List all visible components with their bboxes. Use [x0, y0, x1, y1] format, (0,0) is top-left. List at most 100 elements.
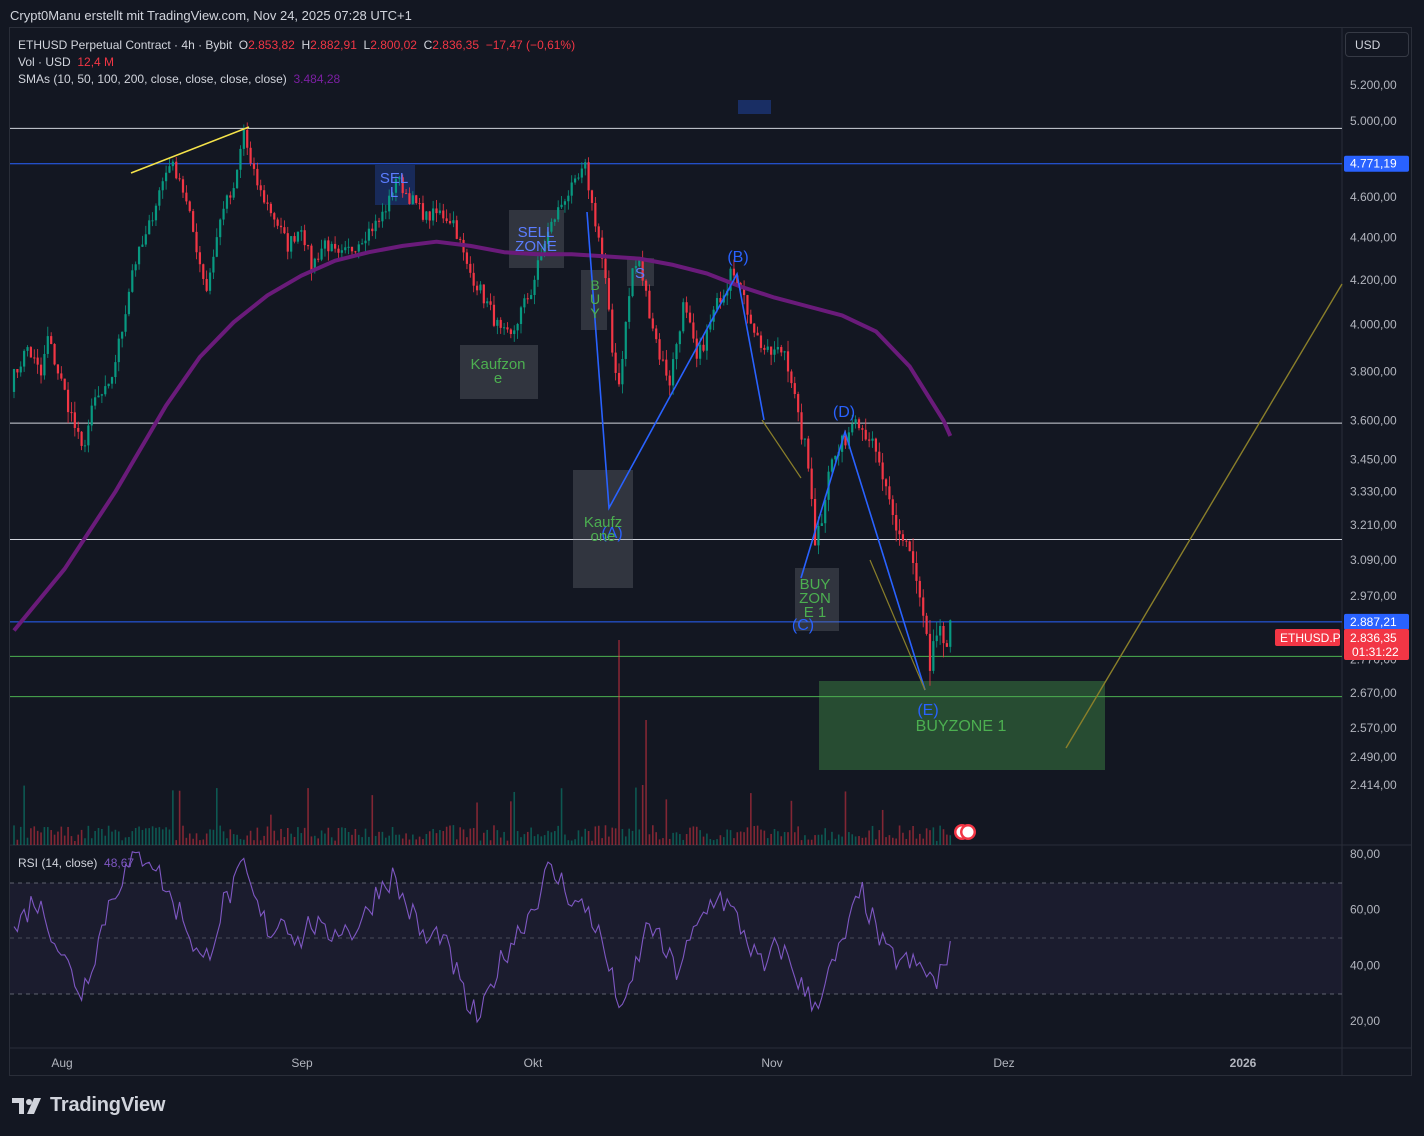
candle	[425, 211, 428, 220]
chart-frame	[9, 27, 1412, 1076]
candle	[611, 309, 614, 353]
volume-bar	[185, 837, 188, 845]
candle	[391, 192, 394, 196]
volume-bar	[570, 840, 573, 845]
volume-bar	[205, 833, 208, 845]
candle	[354, 251, 357, 253]
volume-bar	[60, 826, 63, 845]
time-axis[interactable]: Aug Sep Okt Nov Dez 2026	[51, 1056, 1256, 1070]
volume-bar	[351, 834, 353, 845]
candle	[945, 643, 948, 647]
candle	[192, 211, 195, 232]
candle	[942, 625, 945, 644]
volume-bar	[526, 831, 529, 845]
zone-box	[738, 100, 771, 114]
tradingview-logo[interactable]: TradingView	[12, 1094, 165, 1117]
volume-bar	[939, 825, 941, 845]
candle	[756, 332, 759, 336]
candle	[283, 227, 286, 234]
volume-bar	[780, 836, 783, 845]
volume-bar	[682, 839, 685, 845]
volume-bar	[881, 809, 884, 845]
candle	[239, 148, 242, 170]
price-tick-label: 2.670,00	[1350, 686, 1397, 700]
candle	[935, 635, 938, 642]
candle	[834, 455, 837, 460]
candle	[344, 247, 347, 251]
volume-bar	[804, 835, 806, 845]
volume-bar	[929, 830, 931, 845]
candle	[374, 220, 377, 232]
volume-bar	[385, 837, 387, 845]
main-pane[interactable]	[10, 28, 1342, 845]
volume-bar	[314, 835, 316, 845]
candle	[445, 218, 448, 222]
volume-bar	[378, 831, 380, 845]
candle	[918, 580, 921, 598]
price-tick-label: 3.450,00	[1350, 452, 1397, 466]
volume-bar	[912, 825, 914, 845]
candle	[884, 479, 888, 487]
rsi-tick-label: 80,00	[1350, 847, 1380, 861]
candle	[715, 298, 719, 310]
volume-bar	[19, 826, 22, 845]
zone-box	[795, 568, 839, 631]
candle	[432, 208, 435, 221]
candle	[97, 395, 100, 398]
volume-bar	[87, 825, 90, 845]
volume-bar	[584, 828, 587, 845]
legend-c-label: C	[423, 38, 433, 52]
candle	[219, 219, 222, 238]
zone-box	[460, 345, 538, 399]
volume-bar	[428, 831, 431, 845]
candle	[661, 359, 665, 361]
volume-bar	[892, 837, 894, 845]
volume-bar	[777, 831, 779, 845]
volume-bar	[286, 827, 289, 845]
volume-bar	[357, 834, 360, 845]
candle	[361, 243, 364, 245]
volume-bar	[486, 829, 488, 845]
volume-bar	[746, 827, 749, 845]
candle	[888, 486, 891, 500]
volume-bar	[199, 840, 201, 845]
legend-h-label: H	[301, 38, 311, 52]
volume-bar	[712, 840, 715, 845]
candle	[121, 331, 124, 339]
volume-bar	[739, 831, 742, 845]
volume-bar	[875, 839, 877, 845]
volume-bar	[510, 801, 512, 845]
volume-bar	[111, 831, 113, 845]
price-tick-label: 2.414,00	[1350, 778, 1397, 792]
candle	[932, 641, 935, 671]
volume-bar	[412, 834, 414, 845]
candle	[114, 362, 117, 378]
volume-bar	[807, 839, 810, 845]
zone-label-line: U	[590, 291, 600, 307]
candle	[949, 620, 952, 647]
volume-bar	[719, 835, 722, 845]
volume-bar	[499, 837, 502, 845]
legend-symbol[interactable]: ETHUSD Perpetual Contract · 4h · Bybit	[18, 38, 233, 52]
volume-bar	[57, 831, 59, 845]
volume-bar	[614, 828, 617, 845]
candle	[398, 177, 401, 180]
legend-volume-row[interactable]: Vol · USD 12,4 M	[18, 54, 575, 71]
rsi-legend[interactable]: RSI (14, close) 48,67	[18, 856, 134, 870]
price-tick-label: 2.570,00	[1350, 721, 1397, 735]
volume-bar	[202, 839, 205, 845]
candle	[526, 298, 529, 300]
volume-bar	[249, 830, 252, 845]
price-axis[interactable]: 5.200,00 5.000,00 4.600,00 4.400,00 4.200,00…	[1275, 78, 1409, 792]
candle	[503, 327, 506, 329]
candle	[641, 258, 644, 281]
volume-bar	[702, 836, 705, 845]
volume-bar	[77, 834, 80, 845]
candle	[269, 203, 272, 214]
volume-bar	[709, 839, 712, 845]
legend-sma-row[interactable]: SMAs (10, 50, 100, 200, close, close, cl…	[18, 71, 575, 88]
currency-unit-button[interactable]: USD	[1345, 32, 1409, 57]
candle	[16, 369, 19, 373]
